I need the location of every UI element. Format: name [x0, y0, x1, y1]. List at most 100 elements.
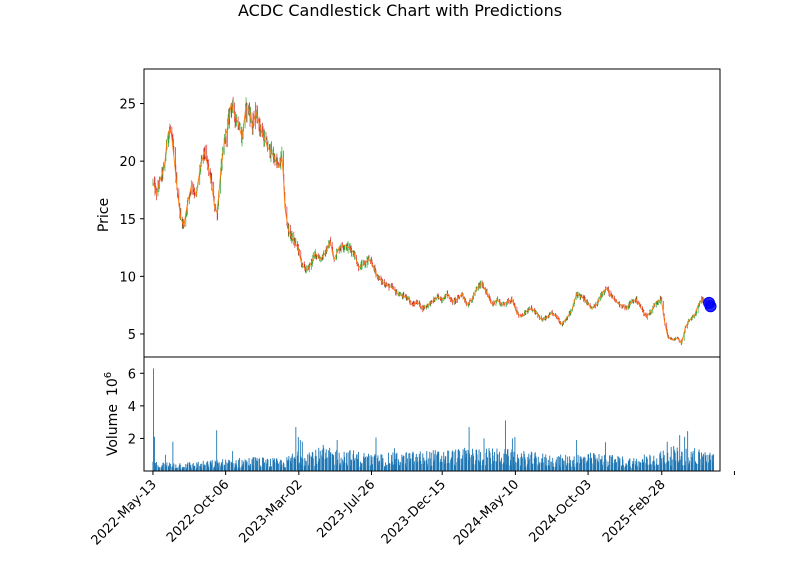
volume-bar-742 [666, 462, 668, 471]
volume-bar-599 [566, 465, 568, 471]
volume-bar-680 [622, 459, 624, 471]
volume-bar-633 [590, 452, 592, 471]
volume-bar-738 [663, 457, 665, 471]
volume-bar-176 [273, 458, 275, 471]
volume-bar-255 [328, 457, 330, 471]
volume-bar-754 [674, 450, 676, 471]
volume-bar-71 [201, 463, 203, 471]
volume-bar-246 [322, 457, 324, 471]
volume-bar-21 [166, 462, 168, 471]
volume-bar-108 [227, 463, 229, 471]
volume-bar-65 [197, 466, 199, 471]
volume-bar-638 [593, 453, 595, 471]
volume-bar-593 [562, 458, 564, 471]
volume-bar-249 [324, 458, 326, 471]
volume-bar-364 [403, 455, 405, 471]
volume-bar-801 [706, 462, 708, 471]
volume-bar-675 [618, 461, 620, 471]
volume-bar-116 [232, 451, 234, 471]
volume-bar-223 [305, 461, 307, 471]
volume-bar-703 [638, 462, 640, 471]
volume-bar-786 [695, 463, 697, 471]
volume-bar-490 [492, 448, 493, 471]
volume-bar-193 [286, 457, 288, 471]
volume-bar-748 [670, 465, 672, 471]
volume-bar-711 [643, 454, 645, 471]
volume-bar-45 [183, 467, 185, 471]
volume-bar-371 [408, 461, 410, 471]
volume-bar-439 [455, 462, 457, 471]
volume-bar-644 [597, 461, 599, 471]
volume-bar-350 [394, 459, 396, 471]
volume-bar-397 [426, 466, 428, 471]
volume-exponent-base: 10 [105, 378, 121, 396]
price-y-label: Price [96, 198, 112, 232]
volume-bar-197 [288, 456, 290, 471]
volume-bar-105 [224, 468, 226, 471]
volume-bar-151 [256, 457, 258, 471]
volume-bar-332 [382, 462, 383, 471]
volume-bar-684 [625, 463, 627, 471]
volume-bar-225 [307, 464, 309, 471]
volume-bar-140 [249, 465, 250, 471]
volume-bar-391 [422, 464, 424, 471]
volume-bar-627 [586, 462, 588, 471]
volume-bar-95 [217, 463, 219, 471]
volume-bar-237 [315, 456, 317, 471]
volume-bar-235 [314, 455, 316, 471]
volume-bar-145 [252, 457, 254, 471]
volume-bar-564 [541, 458, 543, 471]
volume-bar-161 [263, 464, 265, 471]
x-axis-ticks: 2022-May-13 2022-Oct-06 2023-Mar-02 2023-Ju… [89, 471, 735, 548]
volume-bar-294 [356, 454, 358, 471]
volume-bar-341 [388, 463, 390, 471]
volume-bar-539 [524, 457, 526, 471]
volume-bar-189 [283, 463, 285, 471]
volume-bar-301 [360, 463, 362, 471]
volume-bar-795 [702, 465, 704, 471]
volume-bar-12 [160, 467, 162, 471]
volume-bar-489 [490, 463, 492, 471]
volume-bar-436 [454, 464, 456, 471]
volume-bar-620 [580, 456, 582, 471]
volume-bar-392 [423, 457, 425, 471]
volume-bar-698 [635, 460, 637, 471]
volume-bar-528 [516, 454, 518, 471]
volume-bar-609 [573, 464, 575, 471]
volume-bar-120 [235, 465, 237, 471]
volume-bar-141 [249, 466, 251, 471]
volume-bar-571 [546, 465, 548, 471]
volume-bar-534 [520, 453, 522, 471]
volume-bar-386 [419, 457, 421, 471]
volume-bar-538 [523, 453, 525, 471]
volume-bar-37 [178, 466, 180, 471]
volume-bar-634 [590, 457, 592, 471]
volume-bar-555 [535, 456, 537, 471]
volume-bar-751 [671, 459, 673, 471]
volume-bar-180 [276, 460, 278, 471]
volume-bar-425 [446, 463, 448, 471]
volume-bar-700 [636, 461, 638, 471]
volume-bar-587 [558, 455, 560, 471]
volume-bar-320 [374, 455, 375, 471]
volume-bar-133 [244, 459, 246, 471]
volume-bar-687 [627, 460, 629, 471]
volume-bar-203 [293, 458, 295, 471]
volume-bar-608 [572, 460, 574, 471]
volume-bar-765 [681, 451, 683, 471]
volume-bar-481 [485, 452, 487, 471]
volume-bar-580 [552, 463, 554, 471]
volume-bar-469 [476, 454, 478, 471]
volume-bar-602 [568, 463, 570, 471]
volume-bar-764 [680, 456, 682, 471]
x-tick-label-7: 2025-Feb-28 [600, 477, 669, 546]
volume-bar-23 [168, 465, 170, 471]
volume-bar-702 [638, 460, 640, 471]
volume-bar-165 [266, 467, 268, 471]
volume-bar-792 [699, 458, 701, 471]
volume-bar-424 [445, 456, 447, 471]
volume-bar-437 [454, 465, 456, 471]
volume-bar-394 [424, 460, 426, 471]
volume-bar-445 [460, 458, 462, 471]
volume-bar-2 [154, 436, 155, 471]
